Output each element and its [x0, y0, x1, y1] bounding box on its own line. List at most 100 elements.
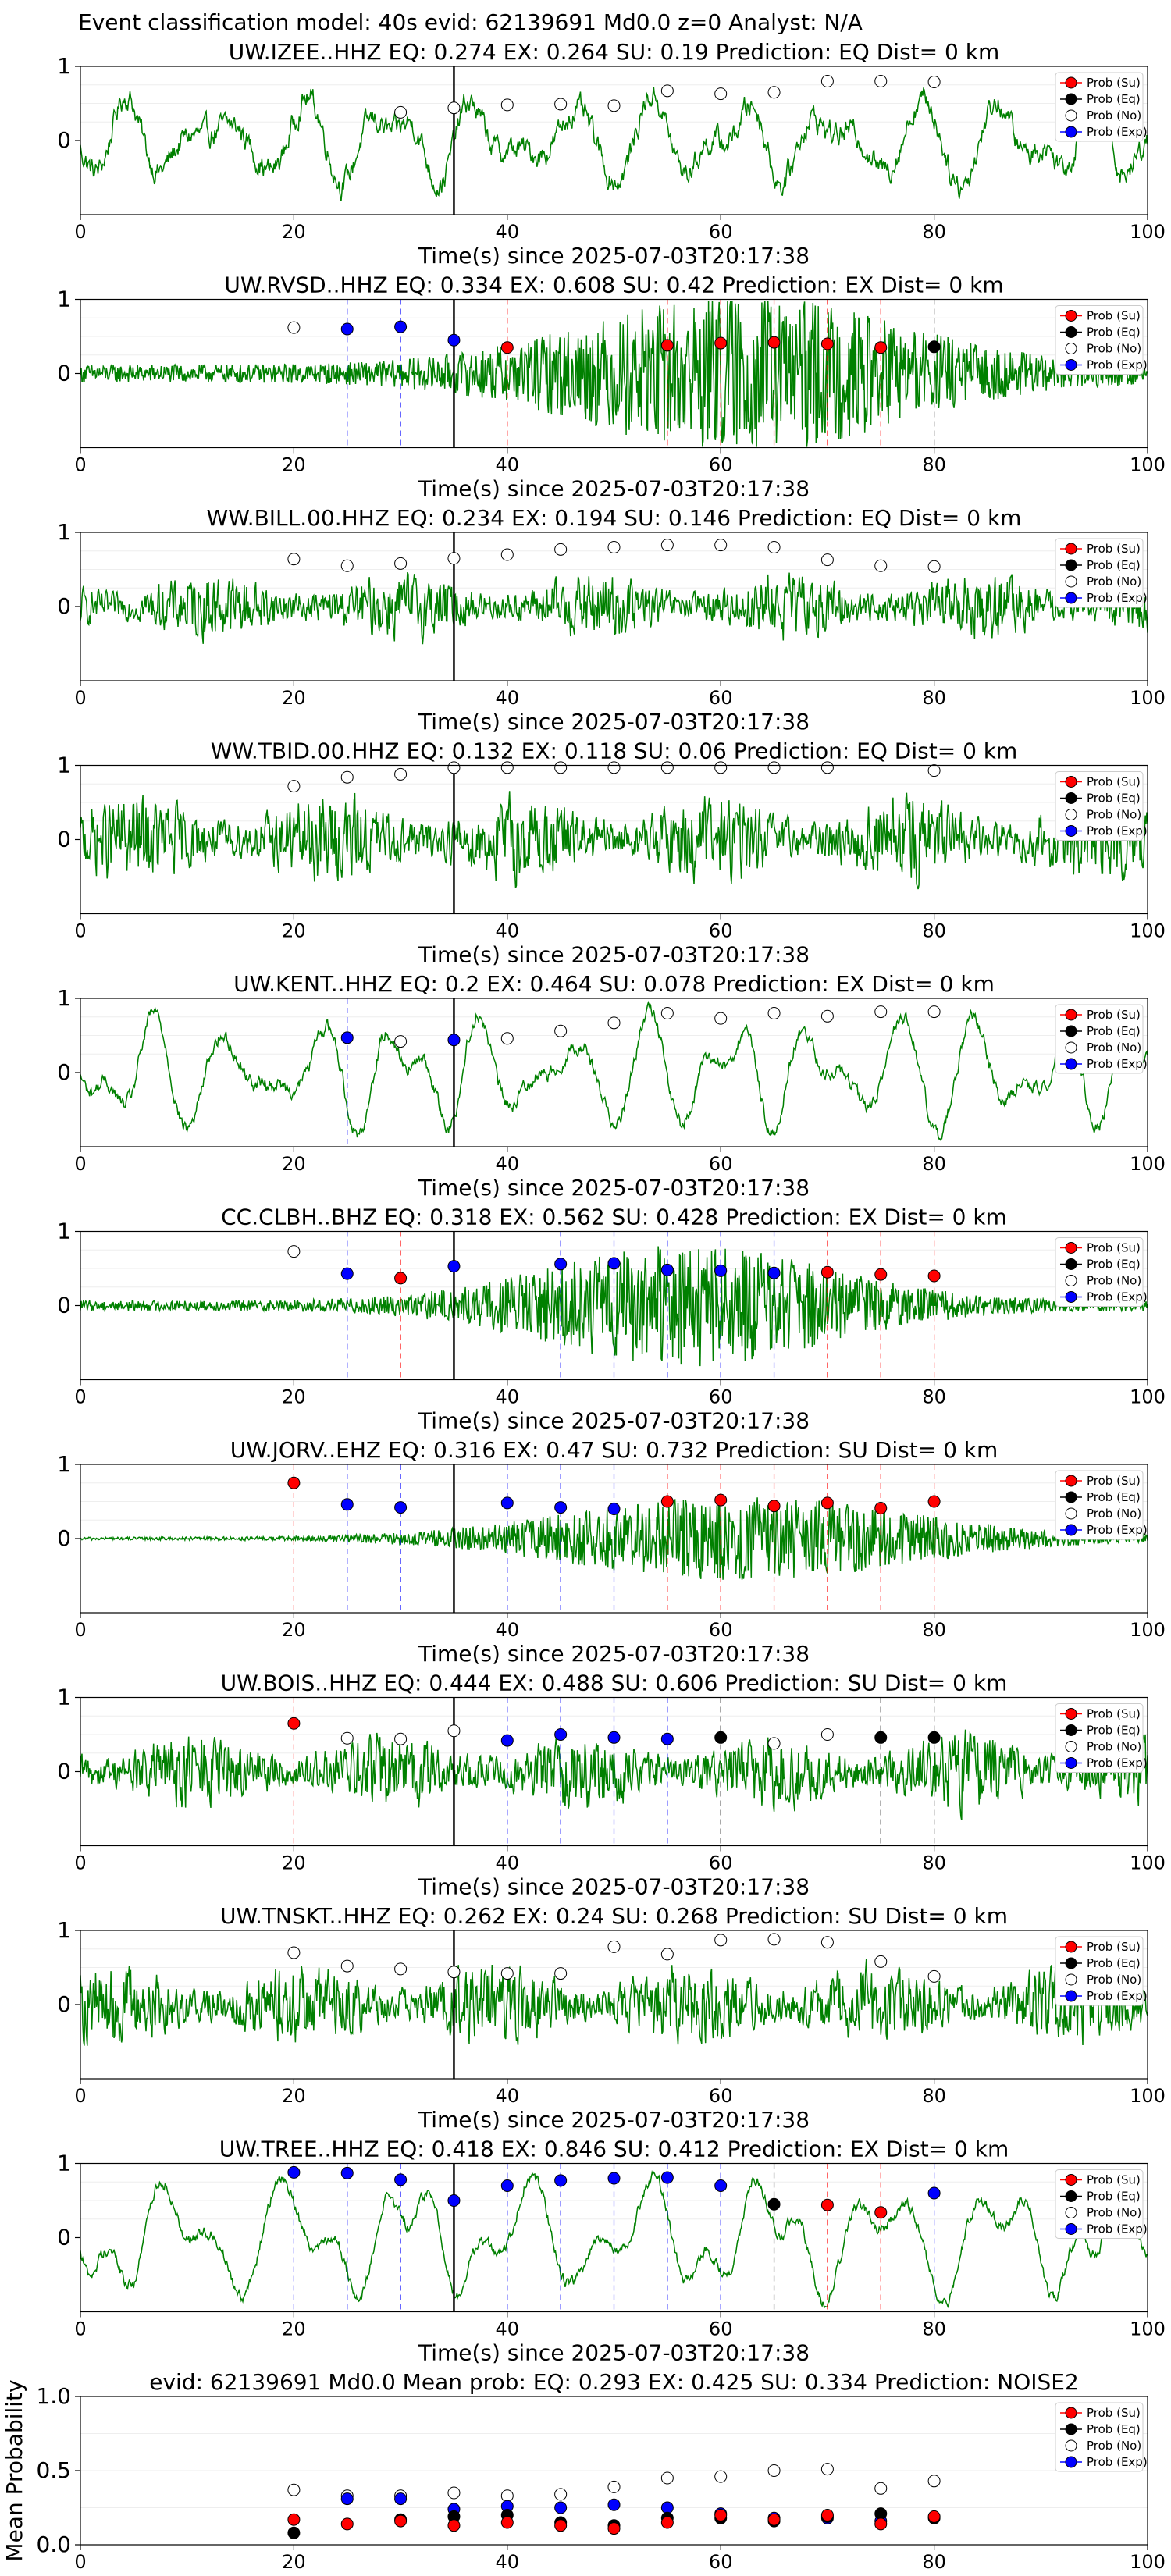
legend-label: Prob (Exp): [1087, 125, 1148, 139]
x-tick-label: 20: [282, 1852, 306, 1874]
waveform-trace: [80, 301, 1148, 447]
legend-marker: [1065, 1990, 1077, 2002]
prob-marker-su: [874, 341, 888, 354]
prob-marker-no: [820, 1009, 834, 1023]
legend-label: Prob (Exp): [1087, 824, 1148, 838]
legend-label: Prob (Eq): [1087, 2190, 1141, 2204]
prob-marker-no: [500, 1967, 514, 1980]
legend-marker: [1065, 1041, 1077, 1054]
prob-marker-no: [927, 764, 941, 777]
prob-marker-exp: [714, 1264, 728, 1277]
x-tick-label: 80: [922, 2085, 946, 2107]
prob-marker-no: [340, 559, 354, 572]
prob-marker-su: [394, 1272, 408, 1285]
prob-marker-su: [714, 1493, 728, 1507]
x-tick-label: 20: [282, 221, 306, 243]
waveform-trace: [80, 1959, 1148, 2046]
prob-marker-no: [927, 560, 941, 573]
prob-marker-no: [500, 761, 514, 774]
prob-marker-su: [874, 1268, 888, 1281]
y-tick-label: 1: [57, 2151, 71, 2176]
legend-box: [1055, 1004, 1144, 1074]
legend-label: Prob (Eq): [1087, 92, 1141, 106]
prob-marker-no: [394, 767, 408, 781]
panel-title: UW.BOIS..HHZ EQ: 0.444 EX: 0.488 SU: 0.6…: [221, 1670, 1008, 1696]
waveform-trace: [80, 791, 1148, 890]
mean-prob-marker-no: [714, 2470, 728, 2483]
x-tick-label: 80: [922, 221, 946, 243]
legend-box: [1055, 1470, 1144, 1540]
prob-marker-no: [767, 1933, 781, 1946]
x-tick-label: 0: [74, 920, 86, 942]
prob-marker-su: [500, 341, 514, 354]
x-axis-label: Time(s) since 2025-07-03T20:17:38: [418, 1408, 810, 1434]
prob-marker-no: [340, 1731, 354, 1745]
legend-marker: [1065, 1741, 1077, 1752]
prob-marker-eq: [927, 1731, 941, 1744]
x-tick-label: 0: [74, 2085, 86, 2107]
legend-box: [1055, 305, 1144, 375]
x-tick-label: 60: [709, 1386, 733, 1408]
panel-title: UW.JORV..EHZ EQ: 0.316 EX: 0.47 SU: 0.73…: [230, 1437, 998, 1463]
legend-label: Prob (No): [1087, 2439, 1141, 2453]
legend-label: Prob (Su): [1087, 309, 1141, 323]
legend-label: Prob (Su): [1087, 1707, 1141, 1721]
x-tick-label: 40: [496, 1153, 520, 1175]
prob-marker-exp: [607, 1257, 621, 1270]
x-tick-label: 60: [709, 2318, 733, 2340]
x-tick-label: 20: [282, 454, 306, 476]
x-tick-label: 20: [282, 1619, 306, 1641]
legend-box: [1055, 2402, 1144, 2472]
legend-label: Prob (Exp): [1087, 1290, 1148, 1304]
x-axis-label: Time(s) since 2025-07-03T20:17:38: [418, 942, 810, 968]
mean-prob-marker-su: [394, 2514, 408, 2528]
panel-4: WW.TBID.00.HHZ EQ: 0.132 EX: 0.118 SU: 0…: [57, 738, 1166, 968]
legend-label: Prob (Exp): [1087, 358, 1148, 372]
prob-marker-no: [714, 87, 728, 101]
legend-marker: [1065, 310, 1077, 322]
legend-label: Prob (Su): [1087, 1940, 1141, 1954]
prob-marker-exp: [447, 333, 461, 347]
legend-box: [1055, 1703, 1144, 1773]
legend-label: Prob (Exp): [1087, 1989, 1148, 2003]
prob-marker-no: [767, 1737, 781, 1750]
legend-label: Prob (Eq): [1087, 1724, 1141, 1738]
legend-label: Prob (Su): [1087, 2406, 1141, 2420]
panel-7: UW.JORV..EHZ EQ: 0.316 EX: 0.47 SU: 0.73…: [57, 1437, 1166, 1667]
mean-prob-marker-exp: [340, 2492, 354, 2506]
prob-marker-eq: [714, 1731, 728, 1744]
x-tick-label: 40: [496, 2551, 520, 2573]
prob-marker-exp: [340, 2166, 354, 2179]
prob-marker-no: [500, 1032, 514, 1045]
prob-marker-no: [927, 1969, 941, 1983]
legend-label: Prob (Eq): [1087, 1258, 1141, 1272]
legend-label: Prob (Su): [1087, 1008, 1141, 1022]
legend-marker: [1065, 2407, 1077, 2419]
legend-label: Prob (Eq): [1087, 1490, 1141, 1504]
prob-marker-no: [287, 1245, 301, 1258]
prob-marker-su: [287, 1476, 301, 1489]
prob-marker-su: [767, 1500, 781, 1513]
y-tick-label: 0: [57, 1293, 71, 1318]
legend-box: [1055, 1936, 1144, 2006]
x-tick-label: 100: [1130, 2085, 1166, 2107]
mean-prob-marker-eq: [874, 2507, 888, 2521]
prob-marker-exp: [447, 1034, 461, 1047]
legend-marker: [1065, 126, 1077, 138]
prob-marker-no: [927, 1005, 941, 1019]
x-tick-label: 60: [709, 454, 733, 476]
legend-marker: [1065, 1957, 1077, 1969]
prob-marker-exp: [340, 1031, 354, 1044]
legend-marker: [1065, 1009, 1077, 1021]
mean-prob-marker-exp: [394, 2492, 408, 2506]
y-tick-label: 0: [57, 1759, 71, 1784]
prob-marker-exp: [287, 2165, 301, 2179]
x-tick-label: 20: [282, 687, 306, 709]
prob-marker-no: [447, 552, 461, 565]
x-tick-label: 100: [1130, 221, 1166, 243]
x-tick-label: 40: [496, 687, 520, 709]
legend-marker: [1065, 93, 1077, 105]
panel-8: UW.BOIS..HHZ EQ: 0.444 EX: 0.488 SU: 0.6…: [57, 1670, 1166, 1900]
y-tick-label: 1.0: [36, 2383, 71, 2409]
legend-label: Prob (Exp): [1087, 1523, 1148, 1537]
